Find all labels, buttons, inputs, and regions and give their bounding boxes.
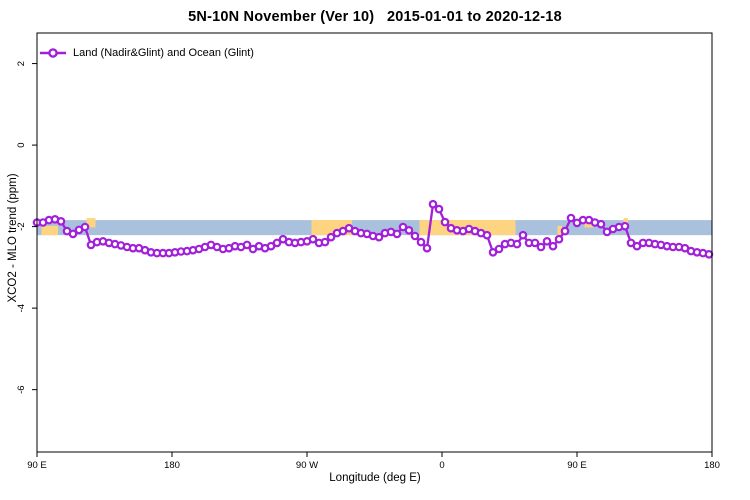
y-tick-label: 0	[16, 142, 27, 147]
chart-title: 5N-10N November (Ver 10) 2015-01-01 to 2…	[188, 9, 562, 25]
data-point	[482, 230, 492, 240]
data-point	[554, 234, 564, 244]
data-point	[56, 217, 66, 226]
data-point	[626, 238, 636, 248]
x-tick-label: 0	[439, 460, 444, 471]
data-point	[632, 241, 642, 251]
data-point	[548, 241, 558, 251]
data-point	[398, 222, 408, 232]
highlight-segment	[41, 225, 58, 236]
data-point	[416, 237, 426, 247]
data-point	[440, 217, 450, 227]
legend-marker-icon	[40, 48, 66, 58]
data-point	[242, 240, 252, 250]
legend-label: Land (Nadir&Glint) and Ocean (Glint)	[73, 47, 254, 59]
highlight-segment	[557, 225, 562, 236]
data-point	[560, 226, 570, 236]
data-point	[620, 221, 630, 231]
data-point	[410, 231, 420, 241]
y-tick-label: -2	[16, 222, 27, 230]
data-point	[422, 243, 432, 253]
data-point	[488, 248, 498, 257]
data-point	[308, 234, 318, 244]
data-point	[494, 244, 504, 254]
data-point	[536, 242, 546, 252]
x-tick-label: 90 E	[567, 460, 587, 471]
x-axis-title: Longitude (deg E)	[329, 472, 421, 484]
x-tick-label: 90 E	[27, 460, 47, 471]
data-point	[566, 213, 576, 223]
x-tick-label: 180	[704, 460, 720, 471]
data-point	[80, 222, 90, 232]
data-point	[542, 237, 552, 246]
y-axis-title: XCO2 - MLO trend (ppm)	[7, 173, 19, 303]
y-tick-label: 2	[16, 61, 27, 66]
data-point	[68, 229, 78, 239]
data-point	[434, 204, 444, 214]
data-point	[428, 199, 438, 209]
data-point	[512, 239, 522, 249]
data-point	[266, 241, 276, 251]
x-tick-label: 90 W	[296, 460, 318, 471]
data-point	[392, 229, 402, 239]
data-point	[596, 219, 606, 229]
reference-band	[37, 220, 712, 236]
y-tick-label: -4	[16, 304, 27, 312]
data-point	[518, 230, 528, 240]
highlight-segment	[86, 218, 96, 228]
plot-frame	[36, 32, 713, 453]
data-point	[704, 250, 714, 259]
data-point	[326, 232, 336, 242]
data-point	[530, 238, 540, 248]
data-point	[404, 226, 414, 235]
data-point	[374, 232, 384, 242]
data-point	[320, 237, 330, 247]
data-point	[272, 238, 282, 248]
y-tick-label: -6	[16, 385, 27, 393]
x-tick-label: 180	[164, 460, 180, 471]
